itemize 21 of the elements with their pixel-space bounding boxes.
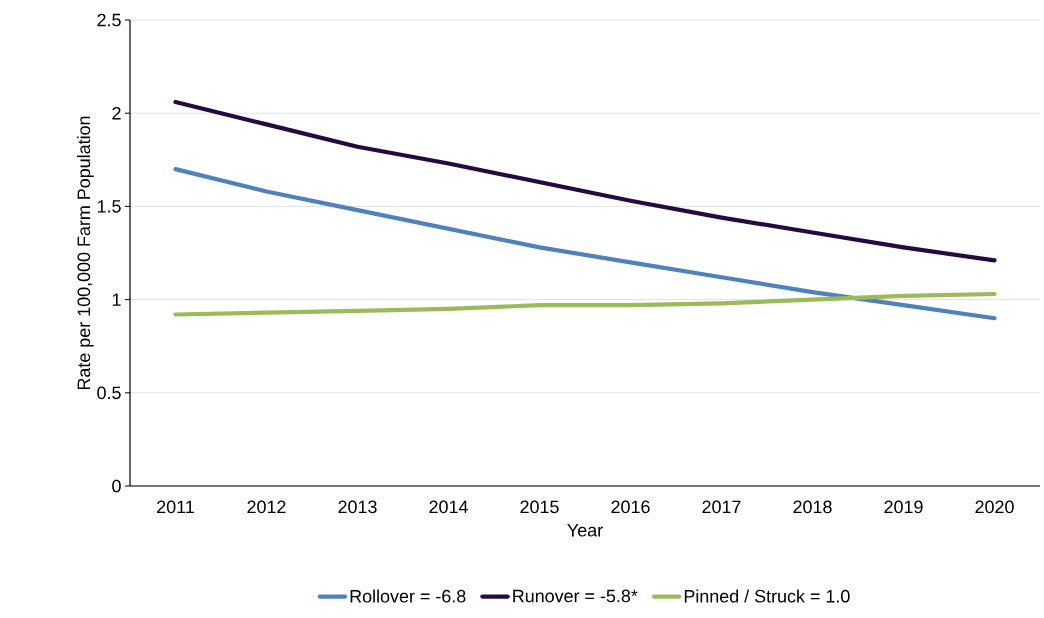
x-tick-label: 2019	[884, 500, 923, 514]
x-tick-label: 2018	[793, 500, 832, 514]
legend-label: Rollover = -6.8	[350, 589, 466, 603]
y-tick-label: 0.5	[97, 386, 121, 400]
legend-label: Runover = -5.8*	[513, 589, 638, 603]
y-axis-title: Rate per 100,000 Farm Population	[76, 116, 94, 390]
x-tick-label: 2017	[702, 500, 741, 514]
x-tick-label: 2020	[975, 500, 1014, 514]
y-tick-label: 0	[112, 479, 121, 493]
x-tick-label: 2013	[338, 500, 377, 514]
y-tick-label: 1	[112, 293, 121, 306]
legend-label: Pinned / Struck = 1.0	[684, 589, 850, 603]
x-tick-label: 2014	[429, 500, 468, 514]
y-tick-label: 1.5	[97, 200, 121, 213]
x-axis-title: Year	[567, 524, 603, 537]
x-tick-label: 2016	[611, 500, 650, 514]
x-tick-label: 2012	[247, 500, 286, 514]
y-tick-label: 2	[112, 106, 121, 120]
y-tick-label: 2.5	[97, 13, 121, 27]
x-tick-label: 2015	[520, 500, 559, 514]
x-tick-label: 2011	[157, 500, 194, 514]
